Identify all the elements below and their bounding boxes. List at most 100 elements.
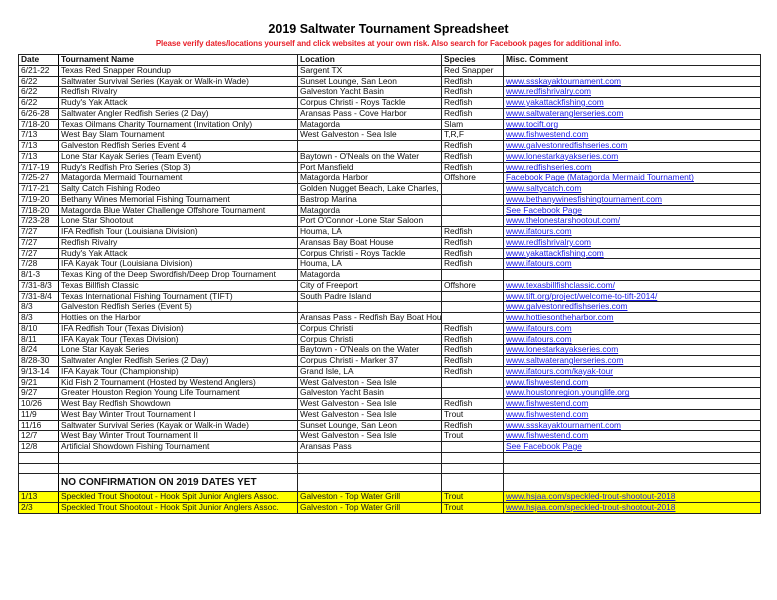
tournament-name-cell: Redfish Rivalry bbox=[58, 236, 298, 249]
location-cell: City of Freeport bbox=[297, 279, 442, 292]
species-cell: Redfish bbox=[441, 355, 504, 367]
tournament-name-cell: Rudy's Yak Attack bbox=[58, 247, 298, 260]
tournament-name-cell: West Bay Winter Trout Tournament II bbox=[58, 430, 298, 442]
table-row: 7/19-20 Bethany Wines Memorial Fishing To… bbox=[18, 193, 761, 206]
website-link[interactable]: www.fishwestend.com bbox=[503, 129, 761, 141]
website-link[interactable]: www.fishwestend.com bbox=[503, 376, 761, 389]
species-cell: Redfish bbox=[441, 161, 504, 174]
species-cell bbox=[441, 462, 504, 475]
location-cell: Houma, LA bbox=[297, 226, 442, 238]
website-link[interactable]: www.redfishseries.com bbox=[503, 161, 761, 174]
date-cell bbox=[18, 462, 59, 475]
date-cell: 7/31-8/4 bbox=[18, 290, 59, 303]
date-cell: 7/28 bbox=[18, 258, 59, 270]
table-row: 7/31-8/3 Texas Billfish Classic City of Fr… bbox=[18, 279, 761, 292]
website-link[interactable]: www.tocift.org bbox=[503, 118, 761, 131]
col-date: Date bbox=[18, 54, 59, 66]
website-link[interactable]: www.saltwateranglerseries.com bbox=[503, 355, 761, 367]
species-cell: Redfish bbox=[441, 150, 504, 163]
website-link[interactable]: www.ifatours.com bbox=[503, 226, 761, 238]
website-link[interactable]: www.ifatours.com bbox=[503, 322, 761, 335]
website-link[interactable]: www.ssskayaktournament.com bbox=[503, 419, 761, 432]
location-cell: Golden Nugget Beach, Lake Charles, LA bbox=[297, 183, 442, 195]
date-cell: 6/21-22 bbox=[18, 64, 59, 77]
species-cell: Redfish bbox=[441, 236, 504, 249]
website-link[interactable]: www.hsjaa.com/speckled-trout-shootout-20… bbox=[503, 502, 761, 514]
website-link[interactable]: www.ifatours.com/kayak-tour bbox=[503, 365, 761, 378]
table-row: 7/18-20 Matagorda Blue Water Challenge Of… bbox=[18, 204, 761, 217]
website-link[interactable]: www.yakattackfishing.com bbox=[503, 247, 761, 260]
col-tournament-name: Tournament Name bbox=[58, 54, 298, 66]
tournament-name-cell: Artificial Showdown Fishing Tournament bbox=[58, 441, 298, 453]
tournament-name-cell: Redfish Rivalry bbox=[58, 86, 298, 98]
empty-cell bbox=[297, 473, 442, 493]
website-link[interactable]: www.ifatours.com bbox=[503, 258, 761, 270]
date-cell: 8/11 bbox=[18, 333, 59, 346]
species-cell: Offshore bbox=[441, 172, 504, 184]
date-cell: 8/28-30 bbox=[18, 355, 59, 367]
comment-cell bbox=[503, 451, 761, 464]
website-link[interactable]: www.ifatours.com bbox=[503, 333, 761, 346]
species-cell bbox=[441, 376, 504, 389]
website-link[interactable]: www.fishwestend.com bbox=[503, 430, 761, 442]
table-row: 2/3 Speckled Trout Shootout - Hook Spit J… bbox=[18, 502, 761, 514]
website-link[interactable]: www.bethanywinesfishingtournament.com bbox=[503, 193, 761, 206]
location-cell: Grand Isle, LA bbox=[297, 365, 442, 378]
table-row: 7/17-21 Salty Catch Fishing Rodeo Golden N… bbox=[18, 183, 761, 195]
species-cell: Redfish bbox=[441, 258, 504, 270]
website-link[interactable]: See Facebook Page bbox=[503, 204, 761, 217]
table-row: 11/16 Saltwater Survival Series (Kayak or… bbox=[18, 419, 761, 432]
website-link[interactable]: Facebook Page (Matagorda Mermaid Tournam… bbox=[503, 172, 761, 184]
date-cell: 7/13 bbox=[18, 150, 59, 163]
empty-cell bbox=[18, 473, 59, 493]
website-link[interactable]: www.thelonestarshootout.com/ bbox=[503, 215, 761, 227]
date-cell: 12/8 bbox=[18, 441, 59, 453]
website-link[interactable]: www.yakattackfishing.com bbox=[503, 97, 761, 109]
location-cell: West Galveston - Sea Isle bbox=[297, 376, 442, 389]
website-link[interactable]: www.saltycatch.com bbox=[503, 183, 761, 195]
website-link[interactable]: www.galvestonredfishseries.com bbox=[503, 301, 761, 313]
website-link[interactable]: www.ssskayaktournament.com bbox=[503, 75, 761, 88]
website-link[interactable]: www.redfishrivalry.com bbox=[503, 236, 761, 249]
website-link[interactable]: www.hottiesontheharbor.com bbox=[503, 312, 761, 324]
website-link[interactable]: www.hsjaa.com/speckled-trout-shootout-20… bbox=[503, 491, 761, 503]
empty-cell bbox=[441, 473, 504, 493]
date-cell: 7/13 bbox=[18, 140, 59, 152]
species-cell: Trout bbox=[441, 408, 504, 421]
table-row: 11/9 West Bay Winter Trout Tournament I We… bbox=[18, 408, 761, 421]
tournament-name-cell: Texas King of the Deep Swordfish/Deep Dr… bbox=[58, 269, 298, 281]
species-cell bbox=[441, 301, 504, 313]
tournament-name-cell: Rudy's Redfish Pro Series (Stop 3) bbox=[58, 161, 298, 174]
date-cell: 7/27 bbox=[18, 226, 59, 238]
website-link[interactable]: www.tift.org/project/welcome-to-tift-201… bbox=[503, 290, 761, 303]
website-link[interactable]: www.houstonregion.younglife.org bbox=[503, 387, 761, 399]
website-link[interactable]: See Facebook Page bbox=[503, 441, 761, 453]
table-row: 8/11 IFA Kayak Tour (Texas Division) Corpu… bbox=[18, 333, 761, 346]
table-row: 10/26 West Bay Redfish Showdown West Galve… bbox=[18, 398, 761, 410]
website-link[interactable]: www.lonestarkayakseries.com bbox=[503, 150, 761, 163]
website-link[interactable]: www.fishwestend.com bbox=[503, 408, 761, 421]
date-cell: 6/22 bbox=[18, 86, 59, 98]
tournament-name-cell: Greater Houston Region Young Life Tourna… bbox=[58, 387, 298, 399]
table-row: 8/3 Galveston Redfish Series (Event 5) www… bbox=[18, 301, 761, 313]
table-row bbox=[18, 462, 761, 475]
website-link[interactable]: www.lonestarkayakseries.com bbox=[503, 344, 761, 356]
website-link[interactable]: www.texasbillfishclassic.com/ bbox=[503, 279, 761, 292]
website-link[interactable]: www.galvestonredfishseries.com bbox=[503, 140, 761, 152]
location-cell: Galveston Yacht Basin bbox=[297, 387, 442, 399]
website-link[interactable]: www.redfishrivalry.com bbox=[503, 86, 761, 98]
website-link[interactable]: www.fishwestend.com bbox=[503, 398, 761, 410]
species-cell: Redfish bbox=[441, 226, 504, 238]
table-row: 8/10 IFA Redfish Tour (Texas Division) Cor… bbox=[18, 322, 761, 335]
species-cell bbox=[441, 441, 504, 453]
species-cell: Redfish bbox=[441, 419, 504, 432]
location-cell: Baytown - O'Neals on the Water bbox=[297, 150, 442, 163]
unconfirmed-note: NO CONFIRMATION ON 2019 DATES YET bbox=[58, 473, 298, 493]
tournament-name-cell: Matagorda Blue Water Challenge Offshore … bbox=[58, 204, 298, 217]
table-row: 7/23-28 Lone Star Shootout Port O'Connor -… bbox=[18, 215, 761, 227]
tournament-name-cell: West Bay Winter Trout Tournament I bbox=[58, 408, 298, 421]
website-link[interactable]: www.saltwateranglerseries.com bbox=[503, 107, 761, 120]
location-cell: South Padre Island bbox=[297, 290, 442, 303]
tournament-name-cell: IFA Kayak Tour (Texas Division) bbox=[58, 333, 298, 346]
species-cell: Redfish bbox=[441, 140, 504, 152]
